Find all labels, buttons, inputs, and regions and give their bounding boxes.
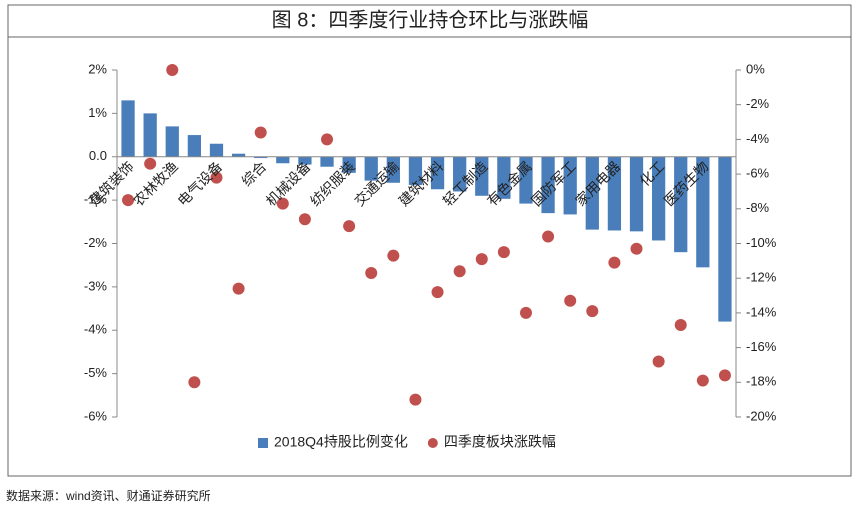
dot (519, 306, 532, 319)
bar (143, 113, 157, 157)
dot (608, 256, 621, 269)
bar (629, 156, 644, 232)
dot (475, 253, 488, 266)
y2-tick-label: -4% (746, 131, 770, 146)
y-tick-label: -4% (84, 322, 108, 337)
y-tick-label: -5% (84, 365, 108, 380)
y2-tick-label: -14% (746, 304, 777, 319)
chart-title: 图 8：四季度行业持仓环比与涨跌幅 (272, 8, 589, 31)
dot (718, 369, 731, 382)
dot (497, 246, 510, 259)
bar (254, 156, 268, 159)
y-tick-label: 2% (88, 61, 107, 76)
bar (497, 156, 511, 199)
bar (430, 156, 445, 190)
bar (541, 156, 555, 214)
bar (519, 156, 533, 204)
x-tick-label: 电气设备 (174, 158, 225, 209)
bar (386, 156, 400, 183)
dot (122, 194, 135, 207)
legend-swatch (258, 438, 268, 448)
y2-tick-label: -6% (746, 166, 770, 181)
bar (696, 156, 710, 268)
dot (188, 376, 201, 389)
dot (564, 294, 577, 307)
bar (651, 156, 666, 241)
dot (276, 197, 289, 210)
dot (254, 126, 267, 139)
y2-tick-label: -2% (746, 96, 770, 111)
dot (232, 282, 245, 295)
bar (298, 156, 312, 165)
bar (475, 156, 489, 196)
dot (630, 242, 643, 255)
bar (209, 143, 224, 157)
y2-tick-label: -8% (746, 200, 770, 215)
legend-label: 2018Q4持股比例变化 (274, 434, 408, 450)
dot (453, 265, 466, 278)
bar (607, 156, 622, 231)
y-tick-label: -3% (84, 278, 108, 293)
y2-tick-label: -12% (746, 270, 777, 285)
y2-tick-label: -20% (746, 408, 777, 423)
bar (718, 156, 732, 322)
dot (321, 133, 334, 146)
frame (7, 4, 852, 477)
y-tick-label: -6% (84, 408, 108, 423)
bar (408, 156, 423, 185)
dot (166, 64, 179, 76)
dot (144, 157, 157, 170)
bar (585, 156, 599, 230)
dot (542, 230, 555, 243)
dot (365, 266, 378, 279)
dot (431, 286, 444, 299)
bar (563, 156, 577, 215)
bar (674, 156, 688, 253)
y2-tick-label: -18% (746, 374, 777, 389)
dot (210, 171, 223, 184)
bar (453, 156, 467, 192)
y-tick-label: 0.0 (89, 148, 107, 163)
dot (409, 393, 422, 406)
bar (187, 135, 202, 157)
dot (586, 305, 599, 318)
legend-swatch (427, 438, 438, 448)
dot (696, 374, 709, 387)
dot (674, 319, 687, 332)
legend-label: 四季度板块涨跌幅 (444, 434, 556, 450)
y-tick-label: 1% (88, 105, 107, 120)
y2-tick-label: 0% (746, 61, 765, 76)
y-tick-label: -2% (84, 235, 108, 250)
x-tick-label: 综合 (238, 158, 269, 189)
bar (165, 126, 179, 157)
dot (298, 213, 311, 226)
dot (387, 249, 400, 262)
bar (121, 100, 135, 157)
dot (343, 220, 356, 233)
bar (342, 156, 356, 173)
bar (364, 156, 378, 181)
bar (320, 156, 334, 167)
bar (231, 153, 246, 157)
y2-tick-label: -16% (746, 339, 777, 354)
y2-tick-label: -10% (746, 235, 777, 250)
source: 数据来源：wind资讯、财通证券研究所 (6, 488, 211, 503)
y-tick-label: -1% (84, 192, 108, 207)
dot (652, 355, 665, 368)
bar (276, 156, 290, 164)
